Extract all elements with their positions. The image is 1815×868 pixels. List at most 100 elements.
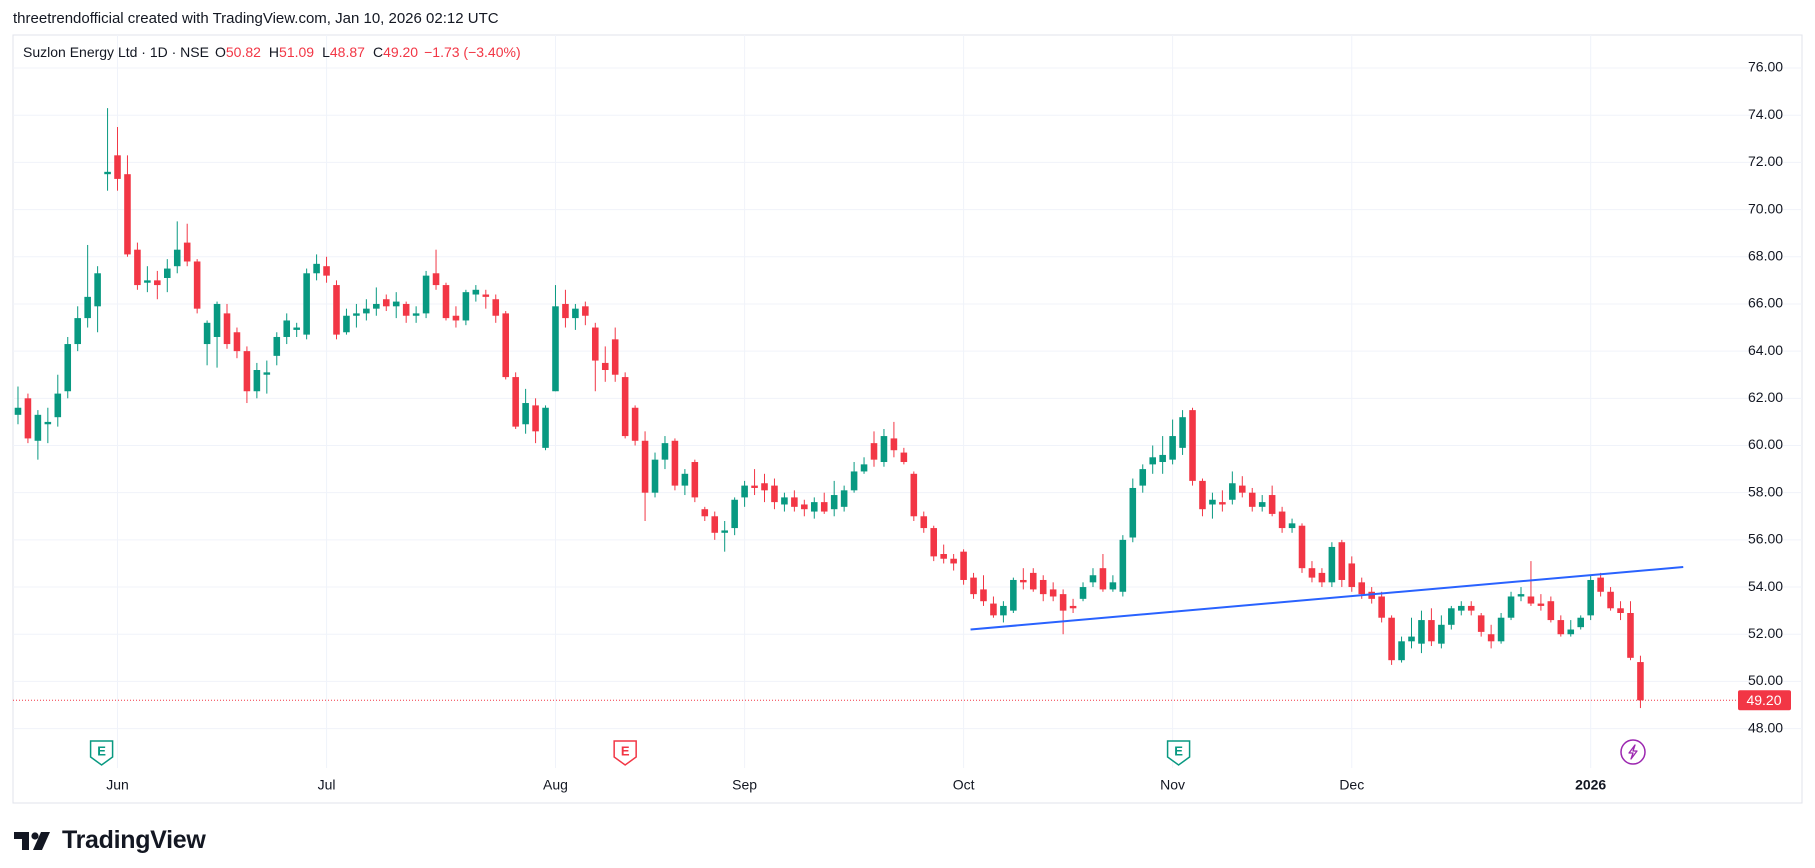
- candle-body: [283, 320, 291, 337]
- candle-body: [64, 344, 72, 392]
- candle-body: [373, 303, 380, 309]
- ohlc-field: H51.09: [269, 44, 314, 60]
- field-key: C: [372, 44, 384, 60]
- candle-body: [1388, 617, 1395, 661]
- change: −1.73 (−3.40%): [424, 44, 521, 60]
- candle-body: [930, 528, 938, 557]
- earnings-badge: [1166, 740, 1191, 766]
- candle-body: [482, 294, 490, 297]
- candle-body: [173, 249, 181, 267]
- candle-body: [382, 299, 390, 307]
- candle-body: [1209, 499, 1216, 505]
- candles: [14, 108, 1644, 709]
- candle-body: [751, 485, 758, 488]
- y-tick-label: 74.00: [1748, 106, 1783, 122]
- earnings-label: E: [1174, 743, 1183, 758]
- candle-body: [970, 577, 977, 595]
- candle-body: [1020, 579, 1027, 583]
- candle-body: [522, 403, 529, 425]
- candle-body: [502, 313, 509, 378]
- candle-body: [1637, 662, 1644, 701]
- candle-body: [582, 306, 589, 316]
- candle-body: [1338, 542, 1346, 580]
- x-tick-label: Oct: [953, 777, 975, 793]
- candle-body: [74, 318, 81, 345]
- candle-body: [1129, 487, 1137, 538]
- candle-body: [293, 327, 300, 330]
- x-tick-label: Sep: [732, 777, 757, 793]
- candle-body: [1079, 587, 1087, 599]
- candle-body: [1378, 596, 1385, 618]
- candle-body: [213, 303, 221, 337]
- candle-body: [432, 273, 440, 286]
- candle-body: [1029, 572, 1037, 590]
- candle-body: [1268, 495, 1276, 514]
- candle-body: [960, 551, 967, 580]
- candle-body: [1527, 596, 1535, 604]
- price-tag-label: 49.20: [1746, 692, 1781, 708]
- field-value: 51.09: [279, 44, 315, 60]
- chart-frame: [12, 34, 1803, 804]
- candle-body: [34, 414, 42, 441]
- candle-body: [1288, 523, 1296, 529]
- candle-body: [1229, 483, 1236, 500]
- candle-body: [1627, 613, 1634, 658]
- candle-body: [1189, 410, 1196, 481]
- candle-body: [163, 268, 171, 278]
- candle-body: [353, 313, 360, 316]
- candle-body: [154, 280, 161, 286]
- candle-body: [94, 273, 101, 307]
- candle-body: [492, 299, 500, 316]
- candle-body: [810, 502, 818, 512]
- candle-body: [1179, 417, 1186, 448]
- earnings-badge: [89, 740, 114, 766]
- x-tick-label: Jun: [106, 777, 129, 793]
- candle-body: [781, 497, 788, 505]
- candle-body: [313, 263, 320, 274]
- candle-body: [731, 499, 738, 529]
- branding: TradingView: [14, 826, 206, 855]
- candle-body: [253, 370, 261, 392]
- ohlc-field: L48.87: [322, 44, 365, 60]
- candle-body: [1547, 601, 1555, 621]
- candle-body: [44, 421, 52, 425]
- candle-body: [263, 372, 271, 375]
- candle-body: [761, 483, 768, 491]
- field-key: O: [214, 44, 226, 60]
- candle-body: [1567, 629, 1575, 635]
- ohlc-field: C49.20: [373, 44, 418, 60]
- candle-body: [392, 301, 400, 307]
- candle-body: [592, 327, 599, 361]
- candle-body: [1358, 582, 1366, 595]
- candle-body: [840, 490, 848, 507]
- candle-body: [711, 516, 719, 533]
- candle-body: [124, 174, 131, 255]
- grid: [13, 35, 1802, 768]
- candle-body: [1457, 605, 1465, 611]
- y-tick-label: 52.00: [1748, 625, 1783, 641]
- candle-body: [880, 436, 888, 463]
- field-value: 50.82: [225, 44, 261, 60]
- logo: [14, 831, 50, 850]
- candle-body: [691, 462, 699, 498]
- candle-body: [681, 473, 689, 486]
- candle-body: [980, 589, 987, 602]
- candle-body: [1059, 594, 1067, 611]
- candle-body: [54, 393, 62, 418]
- candle-body: [542, 407, 549, 448]
- candle-body: [223, 313, 231, 345]
- field-value: 48.87: [329, 44, 365, 60]
- candle-body: [820, 502, 828, 512]
- candle-body: [1219, 502, 1226, 505]
- candle-body: [741, 485, 748, 498]
- candle-body: [243, 351, 251, 392]
- ohlc-field: O50.82: [215, 44, 261, 60]
- candle-body: [1239, 485, 1246, 493]
- candle-body: [1438, 624, 1445, 644]
- candle-body: [791, 497, 798, 507]
- candle-body: [552, 306, 559, 392]
- x-tick-label: Nov: [1160, 777, 1185, 793]
- candle-body: [721, 530, 728, 533]
- y-tick-label: 70.00: [1748, 200, 1783, 216]
